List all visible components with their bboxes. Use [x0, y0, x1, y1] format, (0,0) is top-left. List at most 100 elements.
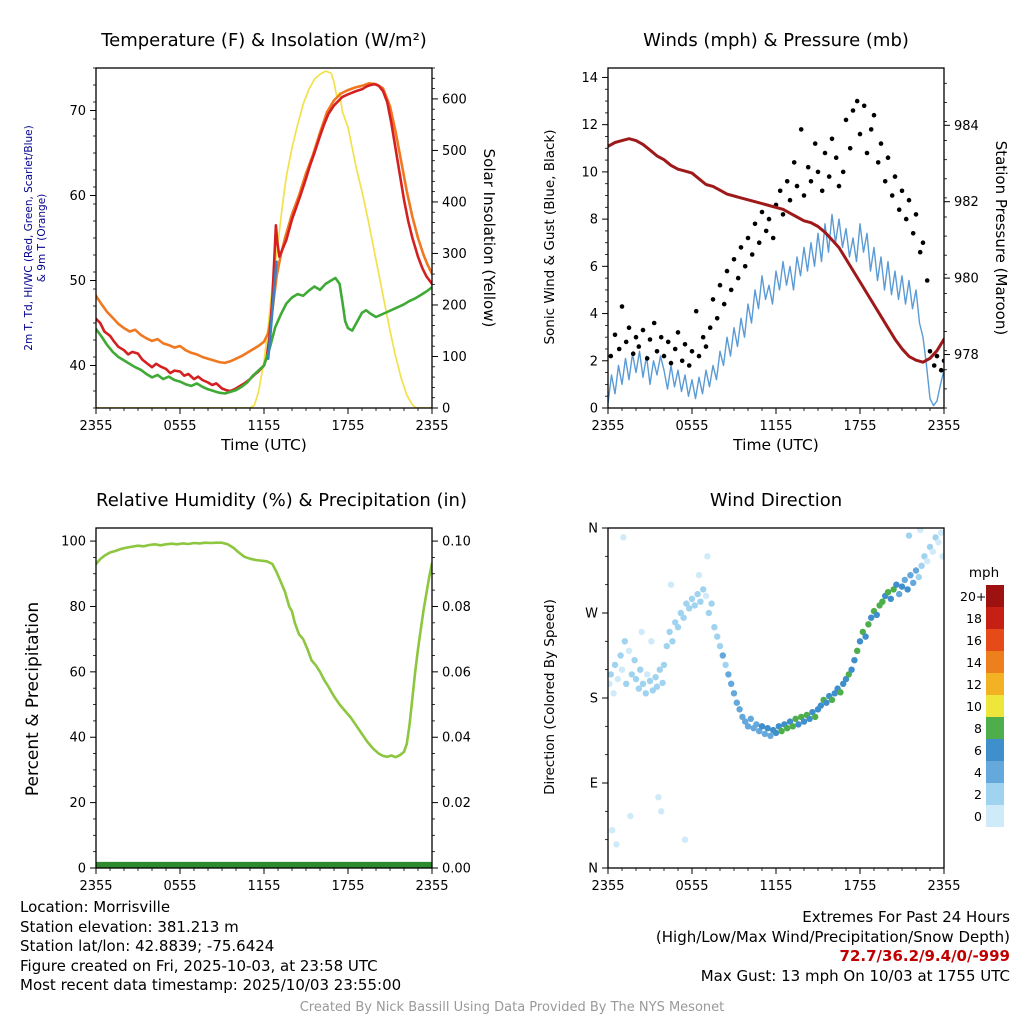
- legend-color-swatch: [986, 629, 1004, 651]
- svg-text:600: 600: [442, 92, 467, 107]
- svg-text:2355: 2355: [415, 879, 448, 894]
- legend-row-label: 10: [966, 698, 982, 714]
- svg-text:0: 0: [78, 862, 86, 877]
- svg-text:2355: 2355: [79, 419, 112, 434]
- svg-text:14: 14: [581, 71, 598, 86]
- svg-text:60: 60: [69, 189, 86, 204]
- legend-row-label: 18: [966, 610, 982, 626]
- station-elevation: Station elevation: 381.213 m: [20, 917, 239, 936]
- extremes-title: Extremes For Past 24 Hours: [802, 908, 1010, 926]
- wind-direction-plot: 2355 0555 1155 1755 2355 N E S W N: [585, 522, 960, 895]
- chart-title: Winds (mph) & Pressure (mb): [643, 30, 909, 51]
- svg-text:10: 10: [581, 165, 598, 180]
- svg-text:200: 200: [442, 298, 467, 313]
- legend-row: 0: [960, 805, 1012, 827]
- winds-pressure-chart: Winds (mph) & Pressure (mb) Sonic Wind &…: [512, 0, 1024, 460]
- humidity-precip-plot: 2355 0555 1155 1755 2355 0 20 40 60 80 100 0.00 0.02…: [61, 527, 471, 894]
- svg-text:1155: 1155: [759, 419, 792, 434]
- humidity-precip-chart: Relative Humidity (%) & Precipitation (i…: [0, 460, 512, 920]
- svg-text:1155: 1155: [759, 879, 792, 894]
- legend-color-swatch: [986, 783, 1004, 805]
- svg-text:1755: 1755: [843, 879, 876, 894]
- svg-text:N: N: [588, 862, 598, 877]
- svg-text:80: 80: [69, 600, 86, 615]
- x-axis-label: Time (UTC): [221, 436, 307, 454]
- svg-text:6: 6: [590, 260, 598, 275]
- svg-text:0: 0: [442, 402, 450, 417]
- svg-text:0.04: 0.04: [442, 731, 471, 746]
- svg-text:2355: 2355: [927, 419, 960, 434]
- svg-text:2: 2: [590, 354, 598, 369]
- svg-text:0555: 0555: [675, 879, 708, 894]
- max-gust: Max Gust: 13 mph On 10/03 at 1755 UTC: [700, 966, 1010, 985]
- legend-color-swatch: [986, 651, 1004, 673]
- svg-text:1755: 1755: [331, 879, 364, 894]
- svg-text:70: 70: [69, 104, 86, 119]
- legend-row: 6: [960, 739, 1012, 761]
- svg-text:N: N: [588, 522, 598, 537]
- legend-row-label: 4: [974, 764, 982, 780]
- legend-row: 14: [960, 651, 1012, 673]
- station-location: Location: Morrisville: [20, 898, 171, 916]
- legend-row: 2: [960, 783, 1012, 805]
- x-axis-label: Time (UTC): [733, 436, 819, 454]
- svg-text:12: 12: [581, 118, 598, 133]
- extremes-subtitle: (High/Low/Max Wind/Precipitation/Snow De…: [655, 927, 1010, 946]
- wind-direction-chart: Wind Direction Direction (Colored By Spe…: [512, 460, 1024, 920]
- legend-row-label: 0: [974, 808, 982, 824]
- chart-title: Relative Humidity (%) & Precipitation (i…: [96, 490, 467, 511]
- legend-row-label: 12: [966, 676, 982, 692]
- svg-text:2355: 2355: [591, 879, 624, 894]
- legend-color-swatch: [986, 761, 1004, 783]
- legend-color-swatch: [986, 739, 1004, 761]
- legend-color-swatch: [986, 805, 1004, 827]
- svg-text:0: 0: [590, 402, 598, 417]
- legend-row: 20+: [960, 585, 1012, 607]
- legend-row: 18: [960, 607, 1012, 629]
- temperature-insolation-plot: 2355 0555 1155 1755 2355 40 50 60 70 0 100 200 300 40…: [69, 67, 467, 434]
- svg-text:984: 984: [954, 119, 979, 134]
- data-timestamp: Most recent data timestamp: 2025/10/03 2…: [20, 976, 402, 994]
- svg-text:2355: 2355: [591, 419, 624, 434]
- svg-text:4: 4: [590, 307, 598, 322]
- svg-text:0.02: 0.02: [442, 796, 471, 811]
- extremes-values: 72.7/36.2/9.4/0/-999: [839, 947, 1010, 965]
- legend-row-label: 8: [974, 720, 982, 736]
- svg-text:400: 400: [442, 195, 467, 210]
- winds-pressure-plot: 2355 0555 1155 1755 2355 0 2 4 6 8 10 12 14 978 980 982…: [581, 67, 979, 434]
- credit-line: Created By Nick Bassill Using Data Provi…: [299, 1000, 725, 1015]
- legend-row: 10: [960, 695, 1012, 717]
- wind-speed-legend: mph 20+ 18 16 14 12 10 8 6 4 2 0: [960, 565, 1012, 827]
- svg-text:0.06: 0.06: [442, 665, 471, 680]
- svg-text:20: 20: [69, 796, 86, 811]
- legend-row-label: 16: [966, 632, 982, 648]
- legend-row-label: 14: [966, 654, 982, 670]
- svg-text:2355: 2355: [415, 419, 448, 434]
- svg-text:0555: 0555: [163, 879, 196, 894]
- svg-text:0.00: 0.00: [442, 862, 471, 877]
- chart-title: Wind Direction: [709, 490, 843, 511]
- extremes-info: Extremes For Past 24 Hours (High/Low/Max…: [656, 908, 1010, 986]
- station-info: Location: Morrisville Station elevation:…: [20, 898, 401, 996]
- legend-row: 4: [960, 761, 1012, 783]
- legend-color-swatch: [986, 607, 1004, 629]
- legend-color-swatch: [986, 585, 1004, 607]
- svg-text:1155: 1155: [247, 879, 280, 894]
- wind-speed-legend-rows: 20+ 18 16 14 12 10 8 6 4 2 0: [960, 585, 1012, 827]
- svg-text:100: 100: [61, 535, 86, 550]
- svg-text:500: 500: [442, 144, 467, 159]
- svg-text:40: 40: [69, 359, 86, 374]
- legend-row-label: 6: [974, 742, 982, 758]
- svg-text:978: 978: [954, 348, 979, 363]
- svg-text:1755: 1755: [843, 419, 876, 434]
- svg-text:0555: 0555: [675, 419, 708, 434]
- legend-color-swatch: [986, 695, 1004, 717]
- svg-text:W: W: [585, 607, 598, 622]
- svg-text:1755: 1755: [331, 419, 364, 434]
- svg-text:100: 100: [442, 350, 467, 365]
- legend-color-swatch: [986, 717, 1004, 739]
- svg-text:980: 980: [954, 272, 979, 287]
- svg-text:40: 40: [69, 731, 86, 746]
- svg-text:1155: 1155: [247, 419, 280, 434]
- temperature-insolation-chart: Temperature (F) & Insolation (W/m²) 2m T…: [0, 0, 512, 460]
